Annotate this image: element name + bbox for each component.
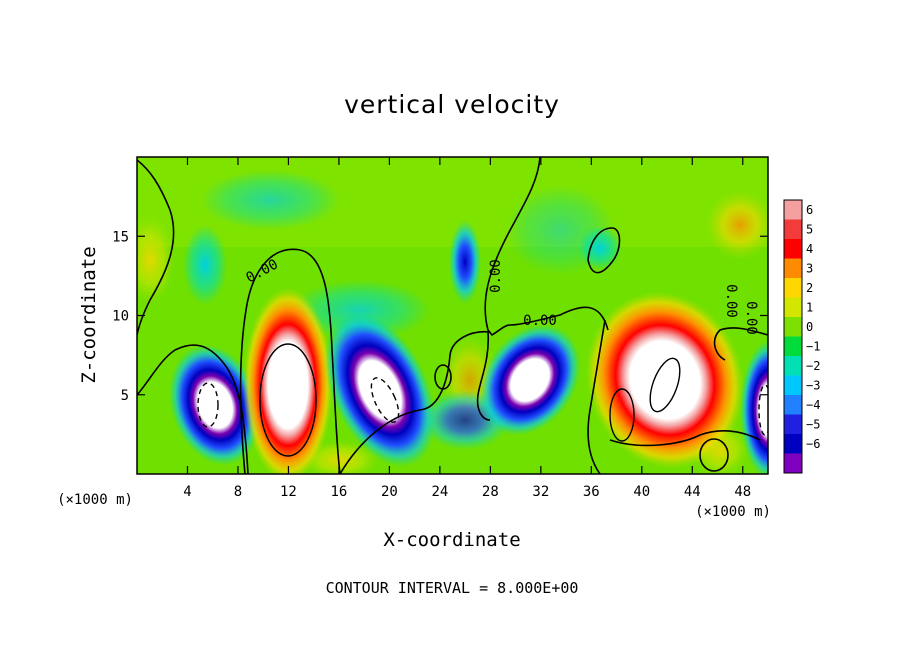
downdraft-cell-2 [324,312,436,468]
contour-line [587,227,621,274]
colorbar-label: 1 [806,300,813,314]
contour-label: 0.00 [488,259,504,293]
colorbar-label: 2 [806,281,813,295]
blue-cell-upper [449,220,481,304]
x-tick-label: 8 [234,484,242,500]
colorbar-label: 6 [806,203,813,217]
x-tick-label: 24 [431,484,448,500]
colorbar-swatch [784,297,802,318]
colorbar-swatch [784,395,802,415]
cyan-cell-mid [290,280,430,340]
x-tick-label: 16 [330,484,347,500]
x-tick-label: 44 [684,484,701,500]
x-tick-label: 4 [183,484,191,500]
colorbar-label: −1 [806,339,820,353]
contour-label: 0.00 [523,313,557,329]
colorbar: 6 5 4 3 2 1 0 −1 −2 −3 −4 −5 −6 [783,199,820,474]
x-tick-label: 12 [280,484,297,500]
contour-line [339,330,491,474]
contour-line-dashed [370,377,400,423]
colorbar-label: −2 [806,359,820,373]
x-tick-label: 36 [583,484,600,500]
x-tick-label: 20 [381,484,398,500]
colorbar-swatch [784,219,802,240]
contour-line [137,159,175,336]
contour-line [484,157,609,337]
colorbar-label: −4 [806,398,820,412]
colorbar-swatch [784,453,802,474]
orange-cell-top-right [705,190,768,260]
colorbar-swatch [784,200,802,220]
contour-line [137,344,249,474]
contour-line [259,343,317,457]
y-tick-label: 5 [121,388,129,404]
cyan-cell-left [183,225,227,305]
contour-line [434,364,452,390]
cyan-cell-right-wide [505,185,615,275]
contour-line [476,331,491,421]
contour-label: 0.00 [723,284,739,318]
x-tick-label: 32 [532,484,549,500]
x-axis-label: X-coordinate [383,529,520,551]
heatmap-field [137,157,768,474]
colorbar-label: −5 [806,417,820,431]
x-tick-label: 48 [734,484,751,500]
x-tick-label: 28 [482,484,499,500]
y-tick-label: 10 [112,309,129,325]
colorbar-label: 0 [806,320,813,334]
updraft-cell-2 [585,291,745,469]
contour-line [587,319,606,474]
colorbar-swatch [784,317,802,337]
contour-label: 0.00 [743,301,759,335]
y-tick-label: 15 [112,229,129,245]
colorbar-label: −3 [806,378,820,392]
colorbar-label: −6 [806,437,820,451]
yellow-cell-left [137,215,175,305]
colorbar-label: 3 [806,261,813,275]
x-axis: 4 8 12 16 20 24 28 32 36 40 44 48 [183,157,751,500]
contour-line [699,438,729,472]
colorbar-swatch [784,278,802,298]
downdraft-cell-3 [479,324,581,436]
y-axis-label: Z-coordinate [78,246,100,383]
contour-line-dashed [197,382,219,428]
contour-line [713,327,768,361]
x-unit-left: (×1000 m) [57,492,133,508]
colorbar-swatch [784,356,802,376]
updraft-cell-1 [243,287,333,474]
downdraft-cell-4 [740,340,768,474]
colorbar-swatch [784,258,802,279]
y-axis: 5 10 15 [112,229,768,404]
downdraft-cell-1 [168,344,262,466]
x-unit-right: (×1000 m) [695,504,771,520]
colorbar-swatch [784,239,802,259]
chart-title: vertical velocity [344,90,560,119]
contour-line [239,248,341,474]
colorbar-frame [783,199,803,474]
colorbar-label: 4 [806,242,813,256]
contour-line [649,357,681,413]
contour-line [609,430,761,447]
colorbar-label: 5 [806,222,813,236]
colorbar-swatch [784,434,802,454]
cyan-cell-top [200,170,340,230]
contour-line [609,388,635,442]
colorbar-swatch [784,336,802,357]
colorbar-swatch [784,414,802,435]
x-tick-label: 40 [633,484,650,500]
contour-interval-note: CONTOUR INTERVAL = 8.000E+00 [326,579,579,597]
colorbar-swatch [784,375,802,396]
